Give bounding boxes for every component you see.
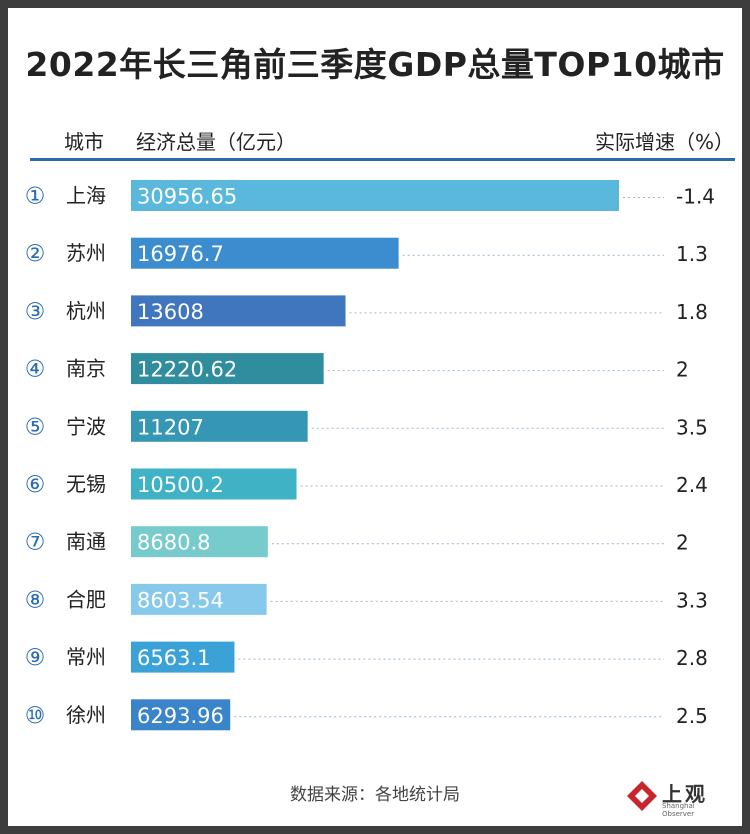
logo-text: 上观 [662,782,708,806]
city-label: 宁波 [66,414,106,438]
growth-label: 3.3 [676,588,708,612]
bar [131,526,268,558]
growth-label: 3.5 [676,415,708,439]
rank-label: ④ [25,357,46,383]
bar-chart: ① 上海 30956.65 -1.4 ② 苏州 16976.7 1.3 ③ 杭州 13608 1.8 ④… [25,180,715,731]
chart-card: 2022年长三角前三季度GDP总量TOP10城市 城市 经济总量（亿元） 实际增… [8,8,742,826]
header-city: 城市 [64,130,104,154]
growth-label: 2 [676,531,689,555]
bar [131,295,346,327]
value-label: 10500.2 [137,473,224,497]
logo-subtext: Shanghai Observer [662,802,695,818]
value-label: 8603.54 [137,588,224,612]
bar [131,699,231,731]
bar [131,410,308,442]
rank-label: ③ [25,299,46,325]
value-label: 30956.65 [137,185,237,209]
city-label: 常州 [66,645,106,669]
rank-label: ⑥ [25,472,46,498]
value-label: 13608 [137,300,204,324]
growth-label: 1.8 [676,300,708,324]
bar [131,468,297,500]
value-label: 11207 [137,415,204,439]
value-label: 6293.96 [137,704,224,728]
bar [131,237,399,269]
growth-label: -1.4 [676,185,715,209]
rank-label: ⑦ [25,530,46,556]
value-label: 12220.62 [137,358,237,382]
city-label: 杭州 [66,299,106,323]
rank-label: ⑧ [25,587,46,613]
growth-label: 2.8 [676,646,708,670]
bar [131,353,324,385]
chart-title: 2022年长三角前三季度GDP总量TOP10城市 [25,45,725,84]
city-label: 苏州 [66,241,106,265]
header-value: 经济总量（亿元） [136,130,296,154]
city-label: 南京 [66,357,106,381]
city-label: 合肥 [66,587,106,611]
growth-label: 2 [676,358,689,382]
source-note: 数据来源：各地统计局 [290,785,460,805]
growth-label: 1.3 [676,242,708,266]
value-label: 6563.1 [137,646,210,670]
growth-label: 2.4 [676,473,708,497]
city-label: 上海 [66,184,106,208]
rank-label: ⑤ [25,414,46,440]
shanghai-observer-logo: 上观 Shanghai Observer [626,776,726,818]
bar [131,583,267,615]
bar [131,180,619,211]
bar [131,641,235,673]
logo-mark-icon [627,781,657,811]
city-label: 无锡 [66,472,106,496]
rank-label: ① [25,184,46,210]
rank-label: ② [25,241,46,267]
value-label: 16976.7 [137,242,224,266]
city-label: 徐州 [66,703,106,727]
growth-label: 2.5 [676,704,708,728]
header-growth: 实际增速（%） [594,130,734,154]
rank-label: ⑨ [25,645,46,671]
city-label: 南通 [66,530,106,554]
rank-label: ⑩ [25,703,46,729]
header-rule [30,158,735,161]
value-label: 8680.8 [137,531,210,555]
